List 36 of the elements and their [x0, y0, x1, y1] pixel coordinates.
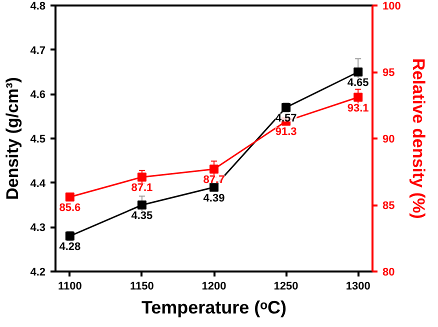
point: [354, 68, 363, 76]
data-label: 87.1: [131, 182, 153, 194]
y-tick-label: 4.6: [30, 89, 46, 102]
data-label: 4.28: [59, 241, 81, 254]
x-tick-label: 1150: [130, 280, 154, 292]
y2-tick-label: 100: [382, 0, 401, 12]
point: [354, 92, 363, 102]
y2-tick-label: 95: [382, 67, 395, 79]
y-tick-label: 4.2: [30, 266, 46, 278]
y-tick-label: 4.3: [30, 222, 46, 234]
y-axis-title: Density (g/cm³): [3, 77, 22, 200]
data-label: 87.7: [203, 174, 225, 186]
point: [210, 164, 218, 174]
x-tick-label: 1300: [346, 280, 370, 292]
data-label: 4.35: [131, 210, 153, 222]
x-tick-label: 1100: [58, 280, 82, 292]
data-label: 4.65: [347, 77, 369, 89]
y2-tick-label: 85: [382, 200, 395, 212]
x-tick-label: 1250: [274, 280, 298, 292]
y2-tick-label: 80: [382, 266, 395, 278]
y-tick-label: 4.7: [30, 44, 46, 57]
y2-tick-label: 90: [382, 134, 395, 146]
point: [137, 200, 146, 210]
data-label: 91.3: [275, 126, 297, 138]
data-label: 4.57: [275, 112, 297, 124]
point: [137, 172, 146, 182]
x-tick-label: 1200: [202, 280, 226, 292]
y-tick-label: 4.4: [30, 178, 46, 190]
y-tick-label: 4.8: [30, 0, 46, 12]
y2-axis-title: Relative density (%): [408, 58, 428, 219]
data-label: 4.39: [203, 192, 225, 204]
point: [65, 192, 74, 202]
y-tick-label: 4.5: [30, 134, 46, 146]
data-label: 85.6: [59, 202, 81, 214]
x-axis-title: Temperature (ᵒC): [141, 298, 287, 318]
data-label: 93.1: [347, 102, 369, 114]
